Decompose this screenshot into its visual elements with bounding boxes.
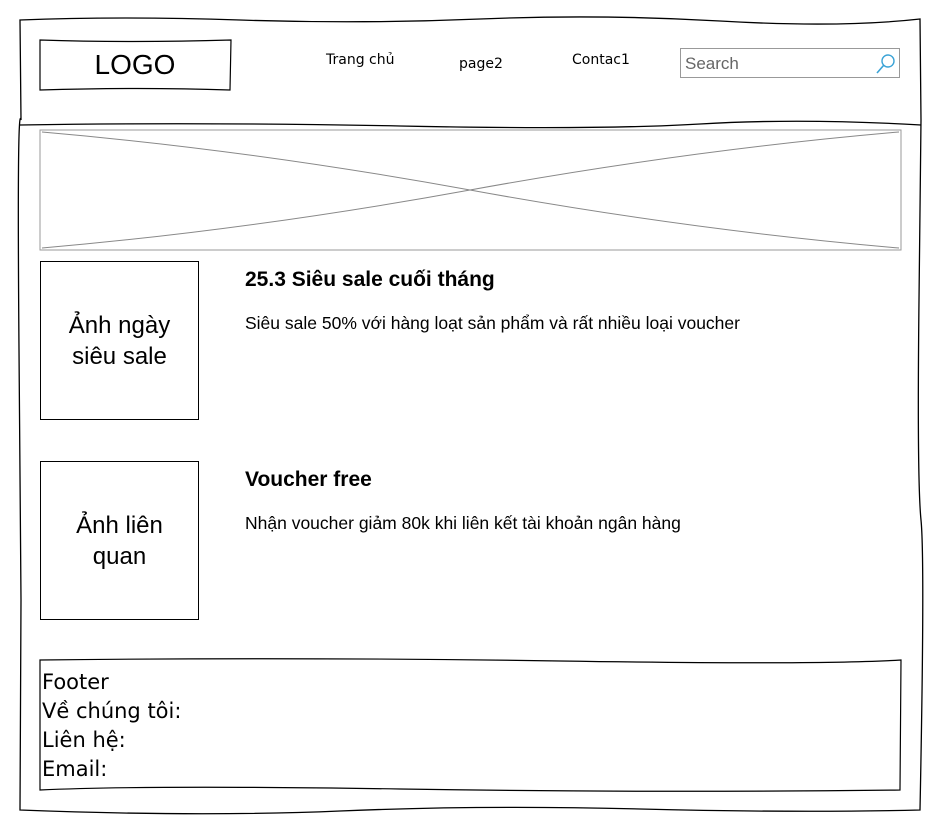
post-image-label: Ảnh liên quan	[76, 511, 163, 570]
page-frame	[17, 16, 924, 815]
post-description-voucher: Nhận voucher giảm 80k khi liên kết tài k…	[245, 513, 681, 533]
nav-link-trang-chu[interactable]: Trang chủ	[326, 52, 395, 68]
post-title-sale[interactable]: 25.3 Siêu sale cuối tháng	[245, 268, 495, 291]
footer-heading: Footer	[42, 670, 109, 694]
footer-frame	[39, 658, 902, 792]
nav-link-contact[interactable]: Contac1	[572, 52, 630, 68]
post-image-label: Ảnh ngày siêu sale	[68, 311, 171, 370]
post-image-related: Ảnh liên quan	[40, 461, 199, 620]
logo[interactable]: LOGO	[94, 49, 176, 80]
footer: Footer Về chúng tôi: Liên hệ: Email:	[42, 668, 181, 784]
footer-about: Về chúng tôi:	[42, 699, 182, 723]
header-divider	[19, 120, 922, 129]
search-input[interactable]	[685, 53, 870, 75]
logo-frame	[39, 39, 232, 91]
post-title-voucher[interactable]: Voucher free	[245, 468, 372, 491]
post-description-sale: Siêu sale 50% với hàng loạt sản phẩm và …	[245, 313, 740, 333]
banner-cross-2	[41, 131, 900, 249]
footer-email: Email:	[42, 757, 108, 781]
search-box	[680, 48, 900, 78]
footer-contact: Liên hệ:	[42, 728, 126, 752]
search-icon[interactable]	[875, 52, 897, 76]
post-image-sale-day: Ảnh ngày siêu sale	[40, 261, 199, 420]
nav-link-page2[interactable]: page2	[459, 56, 503, 72]
